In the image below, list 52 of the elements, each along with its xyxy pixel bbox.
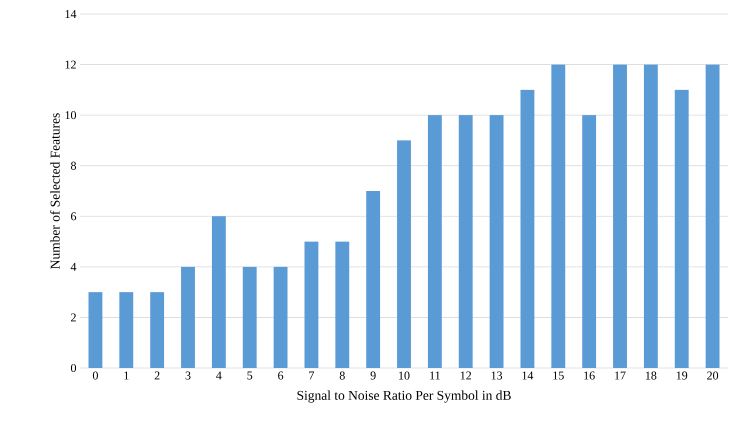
bar — [119, 292, 134, 368]
x-tick-label: 12 — [460, 372, 472, 380]
x-tick-label: 14 — [522, 372, 534, 380]
x-tick-label: 2 — [154, 372, 160, 380]
bar — [520, 90, 534, 368]
y-tick-label: 8 — [70, 162, 76, 170]
x-tick-label: 20 — [707, 372, 718, 380]
y-tick-label: 4 — [70, 262, 76, 271]
x-tick-label: 8 — [340, 372, 345, 380]
y-tick-label: 0 — [70, 364, 76, 372]
bar — [242, 266, 257, 368]
x-tick-label: 17 — [615, 372, 626, 380]
bar — [428, 115, 442, 368]
bar — [397, 140, 411, 368]
y-tick-label: 12 — [66, 60, 76, 69]
bar — [458, 115, 473, 368]
x-tick-label: 0 — [92, 372, 98, 380]
bar — [304, 242, 318, 368]
x-tick-label: 11 — [430, 372, 440, 380]
x-tick-label: 19 — [676, 372, 688, 380]
y-tick-label: 2 — [71, 313, 76, 322]
x-tick-label: 3 — [186, 372, 191, 380]
bar — [88, 292, 102, 368]
x-tick-label: 6 — [278, 372, 284, 380]
x-tick-label: 9 — [370, 372, 376, 380]
x-tick-label: 10 — [399, 372, 410, 380]
x-axis-title: Signal to Noise Ratio Per Symbol in dB — [297, 390, 511, 403]
y-tick-label: 6 — [71, 212, 76, 220]
y-tick-label: 10 — [66, 111, 76, 120]
x-tick-label: 15 — [553, 372, 564, 380]
y-axis-title: Number of Selected Features — [50, 113, 60, 269]
bar — [274, 266, 288, 368]
y-tick-label: 14 — [66, 10, 76, 18]
x-tick-label: 5 — [247, 372, 252, 380]
bar — [212, 216, 226, 368]
bar — [551, 64, 566, 368]
x-tick-label: 13 — [492, 372, 502, 380]
bar — [366, 190, 380, 368]
bar — [644, 64, 658, 368]
bar — [582, 115, 596, 368]
bar — [335, 242, 350, 368]
x-tick-label: 1 — [124, 372, 129, 380]
x-tick-label: 18 — [646, 372, 656, 380]
x-tick-label: 7 — [309, 372, 314, 380]
x-tick-label: 16 — [584, 372, 595, 380]
bar — [674, 90, 689, 368]
bar — [613, 64, 627, 368]
bar — [150, 292, 164, 368]
bar — [181, 266, 195, 368]
x-tick-label: 4 — [216, 372, 222, 380]
bar — [706, 64, 720, 368]
bar — [490, 115, 504, 368]
